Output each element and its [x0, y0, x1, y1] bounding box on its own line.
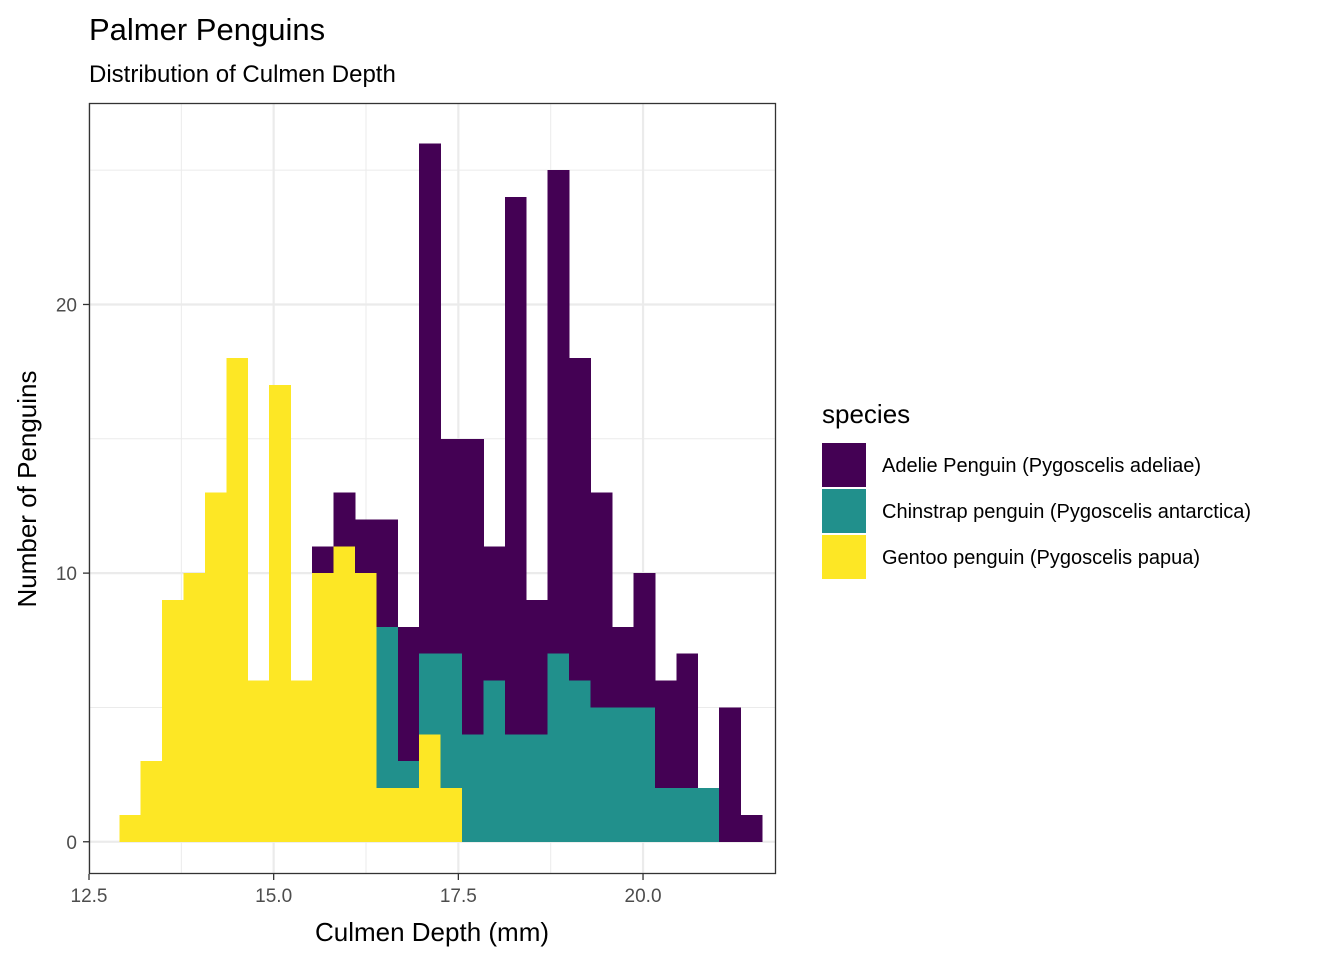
bar [462, 438, 484, 735]
bar [419, 143, 442, 654]
bar [354, 519, 377, 574]
bar [612, 626, 634, 708]
bar [526, 599, 549, 735]
x-tick-label: 15.0 [255, 886, 292, 907]
bar [440, 788, 463, 842]
chart-subtitle: Distribution of Culmen Depth [89, 61, 396, 88]
bar [397, 626, 420, 762]
bar [676, 788, 699, 842]
bar [612, 707, 634, 842]
chart-title: Palmer Penguins [89, 12, 325, 47]
bar [376, 519, 399, 627]
x-axis-label: Culmen Depth (mm) [315, 917, 549, 947]
bar [740, 814, 763, 842]
legend-label: Adelie Penguin (Pygoscelis adeliae) [882, 455, 1201, 477]
bar [547, 170, 570, 654]
bar [333, 546, 356, 842]
bar [312, 546, 334, 574]
bar [419, 734, 442, 842]
bar [247, 680, 270, 842]
legend-label: Chinstrap penguin (Pygoscelis antarctica… [882, 501, 1251, 523]
x-tick-label: 20.0 [625, 886, 662, 907]
bar [483, 546, 506, 681]
legend: Adelie Penguin (Pygoscelis adeliae) Chins… [822, 443, 1251, 579]
y-tick-label: 0 [66, 833, 77, 854]
bar [376, 626, 399, 789]
bar [312, 573, 334, 842]
bar [633, 707, 656, 842]
bar [504, 734, 527, 842]
bar [119, 814, 142, 842]
bar [654, 680, 677, 789]
bar [290, 680, 313, 842]
bar [719, 707, 741, 842]
bar [140, 761, 163, 842]
bar [419, 653, 442, 735]
bar [483, 680, 506, 842]
bar [633, 573, 656, 708]
bar [204, 492, 227, 842]
bar [354, 573, 377, 842]
x-tick-label: 12.5 [71, 886, 108, 907]
bar [376, 788, 399, 842]
bar [440, 653, 463, 789]
bar [333, 492, 356, 547]
bar [590, 707, 613, 842]
bar [654, 788, 677, 842]
bar [569, 358, 591, 681]
y-tick-label: 10 [56, 564, 77, 585]
bar [462, 734, 484, 842]
bar [226, 358, 249, 842]
plot-panel-border [88, 102, 777, 875]
bar [440, 438, 463, 654]
bar [397, 761, 420, 789]
y-tick-label: 20 [56, 295, 77, 316]
bar [697, 788, 720, 842]
bar [162, 599, 184, 842]
bar [590, 492, 613, 708]
bar [676, 653, 699, 789]
legend-swatch [822, 535, 866, 579]
bar [547, 653, 570, 842]
x-axis-ticks: 12.5 15.0 17.5 20.0 [71, 874, 662, 907]
legend-swatch [822, 443, 866, 487]
y-axis-label: Number of Penguins [12, 370, 42, 607]
bar [269, 385, 292, 842]
legend-label: Gentoo penguin (Pygoscelis papua) [882, 547, 1200, 569]
y-axis-ticks: 0 10 20 [56, 295, 89, 854]
legend-swatch [822, 489, 866, 533]
x-tick-label: 17.5 [440, 886, 477, 907]
bar [526, 734, 549, 842]
bar [504, 197, 527, 735]
histogram-bars [119, 143, 763, 842]
bar [183, 573, 206, 842]
bar [569, 680, 591, 842]
legend-title: species [822, 399, 910, 429]
bar [397, 788, 420, 842]
